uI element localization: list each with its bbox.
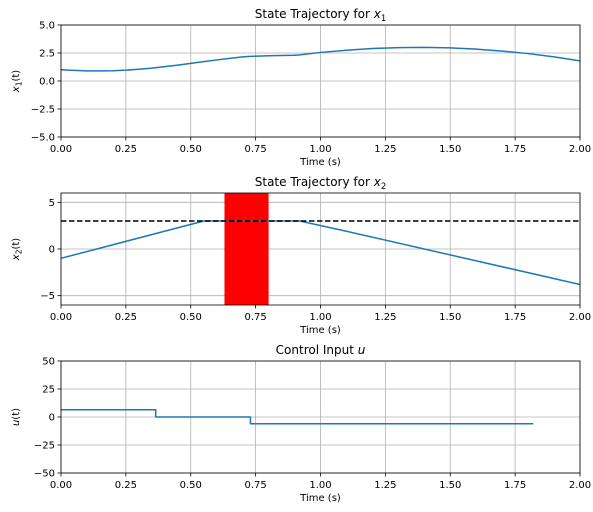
panel-3-ytick-label: −50: [34, 469, 55, 480]
panel-2-ytick-label: 5: [49, 198, 55, 209]
panel-2-xtick-label: 0.00: [50, 312, 72, 323]
panel-1-ytick-label: 5.0: [39, 21, 55, 32]
panel-1-ytick-label: 0.0: [39, 77, 55, 88]
panel-2-xtick-label: 0.25: [115, 312, 137, 323]
panel-2-ylabel: x2(t): [11, 238, 24, 262]
panel-1-series-line: [60, 46, 581, 72]
panel-2-xtick-label: 1.50: [439, 312, 461, 323]
panel-3-ytick-label: 50: [42, 357, 55, 368]
panel-1-xtick-label: 1.00: [309, 144, 331, 155]
panel-1-ytick-label: −2.5: [31, 105, 55, 116]
panel-3-xtick-label: 0.25: [115, 480, 137, 491]
panel-3-axes-frame: [60, 360, 581, 474]
panel-1-axes-frame: [60, 24, 581, 138]
panel-3-ytick-label: −25: [34, 441, 55, 452]
panel-2-ytick-label: 0: [49, 245, 55, 256]
panel-2-axes-frame: [60, 192, 581, 306]
panel-3-xtick-label: 1.25: [374, 480, 396, 491]
panel-2-series-line: [60, 220, 581, 286]
panel-1-xtick-label: 0.50: [180, 144, 202, 155]
panel-3-ylabel: u(t): [11, 408, 22, 426]
panel-1-xlabel: Time (s): [299, 157, 341, 168]
panel-2-xtick-label: 1.25: [374, 312, 396, 323]
panel-1-ytick-label: −5.0: [31, 133, 55, 144]
panel-2-xtick-label: 0.50: [180, 312, 202, 323]
panel-1-xtick-label: 0.25: [115, 144, 137, 155]
panel-2: 0.00 0.25 0.50 0.75 1.00 1.25 1.50 1.75 2.00 5 0 −5…: [11, 175, 591, 336]
panel-3-xtick-label: 0.50: [180, 480, 202, 491]
panel-2-title: State Trajectory for x2: [255, 175, 387, 192]
panel-3-ytick-label: 0: [49, 413, 55, 424]
panel-2-xtick-label: 2.00: [569, 312, 591, 323]
panel-3-xtick-label: 1.00: [309, 480, 331, 491]
panel-1-xtick-label: 2.00: [569, 144, 591, 155]
panel-3-xtick-label: 2.00: [569, 480, 591, 491]
panel-1-title: State Trajectory for x1: [255, 7, 387, 24]
panel-2-xlabel: Time (s): [299, 325, 341, 336]
panel-1-ylabel: x1(t): [11, 70, 24, 94]
panel-1-xtick-label: 0.75: [244, 144, 266, 155]
panel-3-title: Control Input u: [276, 343, 366, 357]
panel-3-xlabel: Time (s): [299, 493, 341, 504]
panel-3-xtick-label: 1.50: [439, 480, 461, 491]
panel-1-xtick-label: 1.25: [374, 144, 396, 155]
panel-2-xtick-label: 1.75: [504, 312, 526, 323]
panel-2-shaded-region: [224, 193, 269, 305]
panel-3: 0.00 0.25 0.50 0.75 1.00 1.25 1.50 1.75 2.00 50 25…: [11, 343, 591, 504]
panel-1-ytick-label: 2.5: [39, 49, 55, 60]
panel-1: 0.00 0.25 0.50 0.75 1.00 1.25 1.50 1.75 2.00 5.0 2…: [11, 7, 591, 168]
panel-1-xtick-label: 1.75: [504, 144, 526, 155]
panel-1-xtick-label: 0.00: [50, 144, 72, 155]
panel-2-ytick-label: −5: [40, 291, 55, 302]
panel-2-xtick-label: 1.00: [309, 312, 331, 323]
panel-1-xtick-label: 1.50: [439, 144, 461, 155]
panel-3-series-line: [61, 408, 534, 425]
panel-3-xtick-label: 0.75: [244, 480, 266, 491]
panel-3-xtick-label: 0.00: [50, 480, 72, 491]
panel-3-ytick-label: 25: [42, 385, 55, 396]
panel-3-xtick-label: 1.75: [504, 480, 526, 491]
panel-2-xtick-label: 0.75: [244, 312, 266, 323]
